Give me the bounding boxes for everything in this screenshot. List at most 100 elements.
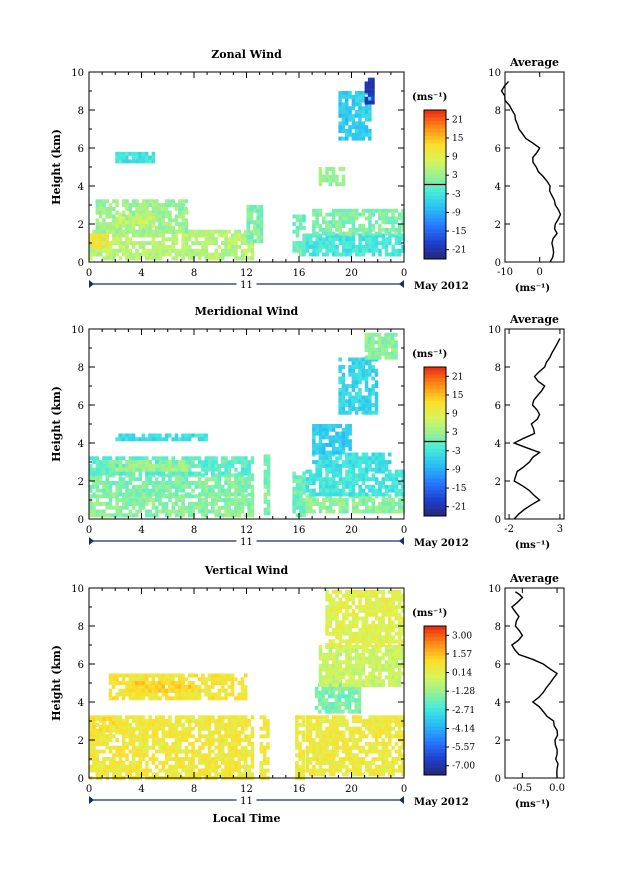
colorbar-swatch xyxy=(424,162,446,167)
heatmap-cell xyxy=(221,749,225,754)
heatmap-cell xyxy=(118,471,123,476)
heatmap-cell xyxy=(378,667,382,672)
heatmap-cell xyxy=(89,749,93,754)
heatmap-cell xyxy=(305,233,310,238)
heatmap-cell xyxy=(145,677,149,682)
heatmap-cell xyxy=(148,199,152,204)
heatmap-cell xyxy=(240,772,245,777)
heatmap-cell xyxy=(135,206,139,211)
heatmap-cell xyxy=(358,91,362,95)
heatmap-cell xyxy=(335,715,339,720)
heatmap-cell xyxy=(325,683,329,687)
heatmap-cell xyxy=(351,760,356,765)
heatmap-cell xyxy=(154,688,159,693)
heatmap-cell xyxy=(181,757,185,762)
heatmap-cell xyxy=(377,340,382,345)
heatmap-cell xyxy=(398,492,402,497)
heatmap-cell xyxy=(230,463,235,468)
heatmap-cell xyxy=(224,467,228,472)
colorbar-tick-label: -15 xyxy=(452,484,467,494)
heatmap-cell xyxy=(361,772,366,777)
heatmap-cell xyxy=(234,256,238,261)
heatmap-cell xyxy=(345,589,349,594)
heatmap-cell xyxy=(361,357,365,362)
heatmap-cell xyxy=(138,477,142,482)
heatmap-cell xyxy=(214,509,218,514)
heatmap-cell xyxy=(335,730,339,735)
heatmap-cell xyxy=(348,410,352,415)
heatmap-cell xyxy=(351,593,356,598)
heatmap-cell xyxy=(224,722,228,727)
heatmap-cell xyxy=(131,151,136,156)
heatmap-cell xyxy=(365,501,369,506)
heatmap-cell xyxy=(331,683,336,687)
date-bar-arrow xyxy=(399,537,404,545)
heatmap-cell xyxy=(314,694,319,699)
heatmap-cell xyxy=(361,467,366,472)
heatmap-cell xyxy=(194,463,199,468)
heatmap-cell xyxy=(174,513,179,518)
heatmap-cell xyxy=(141,481,146,485)
heatmap-cell xyxy=(211,509,215,514)
heatmap-cell xyxy=(391,768,395,773)
heatmap-cell xyxy=(351,113,356,118)
heatmap-cell xyxy=(240,488,245,493)
heatmap-cell xyxy=(217,692,222,697)
heatmap-cell xyxy=(230,745,235,750)
heatmap-cell xyxy=(394,473,399,478)
heatmap-cell xyxy=(197,501,202,506)
heatmap-cell xyxy=(322,656,326,661)
heatmap-cell xyxy=(358,660,362,665)
heatmap-cell xyxy=(174,688,179,693)
heatmap-cell xyxy=(95,460,100,465)
heatmap-cell xyxy=(168,673,172,678)
heatmap-cell xyxy=(118,673,123,678)
heatmap-cell xyxy=(345,456,349,461)
heatmap-cell xyxy=(338,675,342,680)
heatmap-cell xyxy=(338,237,343,242)
heatmap-cell xyxy=(394,481,399,485)
heatmap-cell xyxy=(378,501,382,506)
heatmap-cell xyxy=(358,764,362,769)
heatmap-cell xyxy=(151,212,156,217)
colorbar-swatch xyxy=(424,374,446,379)
x-tick-label: 4 xyxy=(138,525,144,536)
heatmap-cell xyxy=(112,206,116,211)
heatmap-cell xyxy=(345,403,349,408)
heatmap-cell xyxy=(187,673,192,678)
heatmap-cell xyxy=(377,336,382,341)
heatmap-cell xyxy=(128,730,133,735)
heatmap-cell xyxy=(224,477,228,482)
heatmap-cell xyxy=(135,688,139,693)
heatmap-cell xyxy=(371,237,376,242)
heatmap-cell xyxy=(335,237,339,242)
heatmap-cell xyxy=(138,673,142,678)
heatmap-cell xyxy=(328,616,333,621)
heatmap-cell xyxy=(188,484,192,489)
heatmap-cell xyxy=(368,484,372,489)
heatmap-cell xyxy=(302,490,306,495)
heatmap-cell xyxy=(105,237,109,242)
heatmap-cell xyxy=(388,652,392,657)
heatmap-cell xyxy=(394,488,399,493)
heatmap-cell xyxy=(237,237,241,242)
heatmap-cell xyxy=(214,473,218,478)
heatmap-cell xyxy=(351,768,356,773)
heatmap-cell xyxy=(354,380,359,385)
heatmap-cell xyxy=(355,768,359,773)
heatmap-cell xyxy=(331,216,336,221)
heatmap-cell xyxy=(151,220,156,225)
heatmap-cell xyxy=(194,233,199,238)
heatmap-cell xyxy=(344,694,348,699)
heatmap-cell xyxy=(348,427,352,432)
heatmap-cell xyxy=(204,501,208,506)
heatmap-cell xyxy=(197,715,202,720)
heatmap-cell xyxy=(204,248,208,253)
heatmap-cell xyxy=(131,460,136,465)
heatmap-cell xyxy=(240,501,245,506)
heatmap-cell xyxy=(148,684,152,689)
heatmap-cell xyxy=(365,484,369,489)
heatmap-cell xyxy=(318,488,323,493)
heatmap-cell xyxy=(322,501,326,506)
heatmap-cell xyxy=(348,106,352,111)
